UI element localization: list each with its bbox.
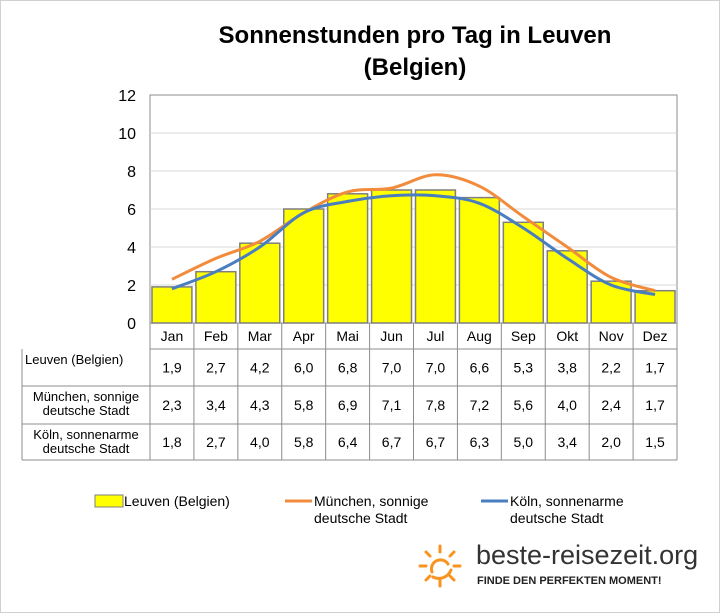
y-tick-label: 12 bbox=[118, 88, 136, 105]
x-tick-label: Aug bbox=[467, 328, 492, 344]
muenchen-line bbox=[171, 173, 656, 293]
x-tick-label: Jul bbox=[427, 328, 445, 344]
table-cell: 6,8 bbox=[338, 360, 358, 376]
table-cell: 6,0 bbox=[294, 360, 314, 376]
legend-label-muenchen: München, sonnige bbox=[314, 493, 429, 509]
x-tick-label: Dez bbox=[643, 328, 668, 344]
x-tick-label: Jun bbox=[380, 328, 403, 344]
table-cell: 7,0 bbox=[382, 360, 402, 376]
table-cell: 4,0 bbox=[250, 434, 270, 450]
bar bbox=[283, 208, 325, 324]
legend-label-koeln: Köln, sonnenarme bbox=[510, 493, 624, 509]
bar bbox=[634, 289, 676, 324]
chart-title: Sonnenstunden pro Tag in Leuven (Belgien… bbox=[150, 20, 680, 84]
chart-title-line-2: (Belgien) bbox=[363, 54, 467, 81]
legend-label-muenchen: deutsche Stadt bbox=[314, 510, 408, 526]
x-tick-label: Mai bbox=[336, 328, 359, 344]
x-tick-label: Nov bbox=[599, 328, 624, 344]
table-cell: 2,3 bbox=[162, 397, 182, 413]
table-cell: 7,0 bbox=[426, 360, 446, 376]
bar bbox=[590, 280, 632, 324]
x-tick-label: Sep bbox=[511, 328, 536, 344]
table-cell: 2,7 bbox=[206, 360, 226, 376]
table-cell: 7,8 bbox=[426, 397, 446, 413]
table-cell: 3,4 bbox=[557, 434, 577, 450]
table-cell: 7,1 bbox=[382, 397, 402, 413]
bar bbox=[502, 221, 545, 324]
x-tick-label: Feb bbox=[204, 328, 228, 344]
table-cell: 1,7 bbox=[645, 397, 665, 413]
table-cell: 4,0 bbox=[557, 397, 577, 413]
table-cell: 6,3 bbox=[470, 434, 490, 450]
bar bbox=[458, 196, 501, 324]
table-cell: 6,6 bbox=[470, 360, 490, 376]
x-tick-label: Mar bbox=[248, 328, 272, 344]
table-cell: 3,8 bbox=[557, 360, 577, 376]
table-cell: 1,5 bbox=[645, 434, 665, 450]
y-tick-label: 6 bbox=[127, 202, 136, 219]
table-cell: 6,4 bbox=[338, 434, 358, 450]
bar bbox=[546, 250, 588, 324]
table-cell: 5,8 bbox=[294, 397, 314, 413]
legend-label-koeln: deutsche Stadt bbox=[510, 510, 604, 526]
bar bbox=[414, 189, 457, 324]
koeln-line bbox=[171, 193, 656, 296]
table-cell: 1,8 bbox=[162, 434, 182, 450]
table-cell: 5,8 bbox=[294, 434, 314, 450]
y-tick-label: 8 bbox=[127, 164, 136, 181]
legend-swatch-leuven bbox=[94, 494, 124, 508]
chart-title-line-1: Sonnenstunden pro Tag in Leuven bbox=[218, 22, 612, 49]
table-cell: 2,7 bbox=[206, 434, 226, 450]
table-cell: 5,0 bbox=[514, 434, 534, 450]
table-cell: 1,7 bbox=[645, 360, 665, 376]
x-tick-label: Okt bbox=[556, 328, 578, 344]
y-tick-label: 2 bbox=[127, 278, 136, 295]
table-cell: 5,6 bbox=[514, 397, 534, 413]
legend-label-leuven: Leuven (Belgien) bbox=[124, 493, 230, 509]
brand-tagline: FINDE DEN PERFEKTEN MOMENT! bbox=[477, 575, 662, 587]
table-cell: 3,4 bbox=[206, 397, 226, 413]
y-tick-label: 10 bbox=[118, 126, 136, 143]
table-row-label: Köln, sonnenarme bbox=[33, 427, 139, 442]
sun-logo-icon bbox=[418, 544, 462, 588]
table-cell: 6,7 bbox=[382, 434, 402, 450]
table-cell: 4,3 bbox=[250, 397, 270, 413]
table-cell: 6,7 bbox=[426, 434, 446, 450]
table-row-label: deutsche Stadt bbox=[43, 441, 130, 456]
x-tick-label: Apr bbox=[293, 328, 315, 344]
y-tick-label: 4 bbox=[127, 240, 136, 257]
table-cell: 4,2 bbox=[250, 360, 270, 376]
bar bbox=[151, 286, 193, 324]
table-cell: 2,0 bbox=[601, 434, 621, 450]
table-cell: 2,4 bbox=[601, 397, 621, 413]
table-cell: 1,9 bbox=[162, 360, 182, 376]
table-cell: 5,3 bbox=[514, 360, 534, 376]
table-cell: 6,9 bbox=[338, 397, 358, 413]
table-cell: 2,2 bbox=[601, 360, 621, 376]
bar bbox=[195, 270, 237, 324]
y-tick-label: 0 bbox=[127, 316, 136, 333]
table-row-label: München, sonnige bbox=[33, 389, 139, 404]
brand-name: beste-reisezeit.org bbox=[476, 540, 699, 570]
table-row-label: deutsche Stadt bbox=[43, 403, 130, 418]
bar bbox=[326, 193, 369, 324]
table-cell: 7,2 bbox=[470, 397, 490, 413]
bar bbox=[370, 189, 413, 324]
table-row-label: Leuven (Belgien) bbox=[25, 352, 123, 367]
x-tick-label: Jan bbox=[161, 328, 184, 344]
